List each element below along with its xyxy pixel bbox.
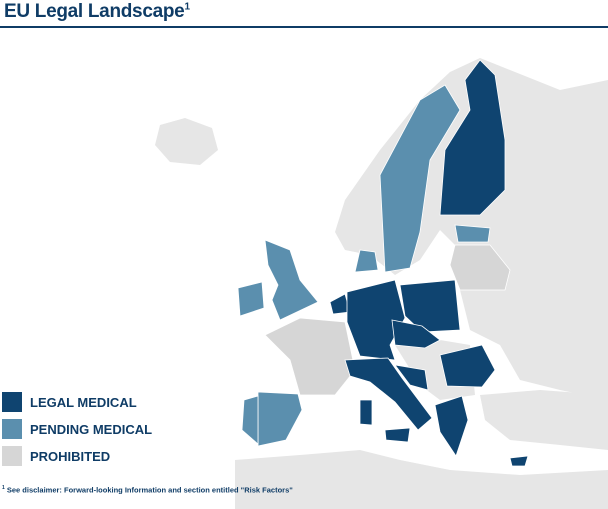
country <box>344 357 433 431</box>
country <box>264 317 356 396</box>
country <box>379 84 461 273</box>
country <box>439 344 496 388</box>
country <box>384 427 411 443</box>
country <box>509 455 529 467</box>
country <box>257 391 303 447</box>
footnote: 1 See disclaimer: Forward-looking Inform… <box>2 485 293 495</box>
legend-swatch <box>2 419 22 439</box>
country <box>391 319 441 349</box>
title-rule <box>0 26 608 28</box>
country <box>354 249 379 273</box>
title-note: 1 <box>184 1 190 13</box>
title: EU Legal Landscape1 <box>4 1 190 23</box>
country <box>399 279 461 333</box>
legend-swatch <box>2 392 22 412</box>
legend-label: PROHIBITED <box>30 449 111 464</box>
country <box>241 395 259 445</box>
footnote-marker: 1 <box>2 485 5 491</box>
countries <box>237 59 529 467</box>
country <box>264 239 319 321</box>
country <box>359 399 373 426</box>
country <box>346 279 406 361</box>
legend-label: LEGAL MEDICAL <box>30 395 137 410</box>
title-text: EU Legal Landscape <box>4 1 185 22</box>
country <box>434 395 469 457</box>
country <box>454 224 491 243</box>
country <box>237 281 265 317</box>
legend-label: PENDING MEDICAL <box>30 422 153 437</box>
country <box>394 364 429 391</box>
country <box>439 59 506 216</box>
legend-swatch <box>2 446 22 466</box>
footnote-text: See disclaimer: Forward-looking Informat… <box>6 485 293 495</box>
country <box>449 244 511 291</box>
